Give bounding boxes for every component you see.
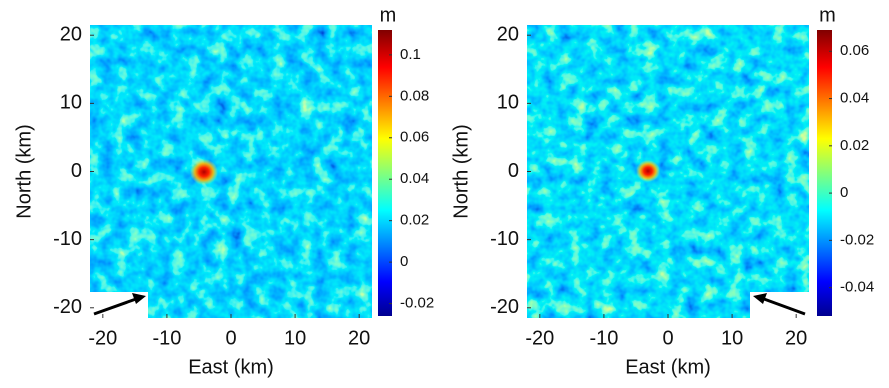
colorbar-tick-label: 0.04 [400,170,429,187]
colorbar-tick-label: 0.02 [840,137,869,154]
arrow-head [753,293,767,304]
colorbar-tick-label: -0.02 [840,231,874,248]
x-tick-label: 0 [225,327,236,349]
y-tick-label: 10 [60,92,82,114]
colorbar-tick-label: 0.02 [400,212,429,229]
colorbar-tick-label: 0.04 [840,90,869,107]
y-tick-label: -10 [53,228,82,250]
y-tick-label: -20 [53,296,82,318]
colorbar-tick-label: 0.06 [400,129,429,146]
direction-arrow [93,297,137,316]
x-tick-label: 10 [721,327,743,349]
colorbar-tick-label: 0 [840,184,848,201]
colorbar-tick-label: -0.02 [400,295,434,312]
colorbar-tick-label: 0.06 [840,42,869,59]
x-tick-label: -20 [525,327,554,349]
arrow-head [132,293,146,304]
y-tick-label: -20 [490,296,519,318]
direction-arrow [763,297,806,316]
x-tick-label: 20 [348,327,370,349]
y-tick-label: 0 [508,160,519,182]
x-tick-label: 0 [662,327,673,349]
colorbar-tick-label: 0.08 [400,87,429,104]
colorbar-label: m [819,4,836,26]
y-tick-label: 20 [497,24,519,46]
x-axis-label: East (km) [625,356,711,378]
x-tick-label: -10 [152,327,181,349]
colorbar-label: m [380,4,397,26]
panel-right [527,25,832,318]
y-tick-label: 10 [497,92,519,114]
x-tick-label: 20 [785,327,807,349]
colorbar [378,30,392,316]
y-tick-label: -10 [490,228,519,250]
deformation-peak [636,160,660,182]
panel-left [90,25,392,318]
x-axis-label: East (km) [188,356,274,378]
y-axis-label: North (km) [13,124,35,218]
heatmap-field [90,25,372,318]
y-tick-label: 20 [60,24,82,46]
colorbar-tick-label: 0 [400,253,408,270]
x-tick-label: 10 [284,327,306,349]
colorbar-tick-label: -0.04 [840,279,874,296]
y-axis-label: North (km) [450,124,472,218]
deformation-peak [190,159,218,185]
heatmap-field [527,25,809,318]
colorbar [817,30,832,316]
x-tick-label: -20 [88,327,117,349]
y-tick-label: 0 [71,160,82,182]
colorbar-tick-label: 0.1 [400,46,421,63]
x-tick-label: -10 [589,327,618,349]
